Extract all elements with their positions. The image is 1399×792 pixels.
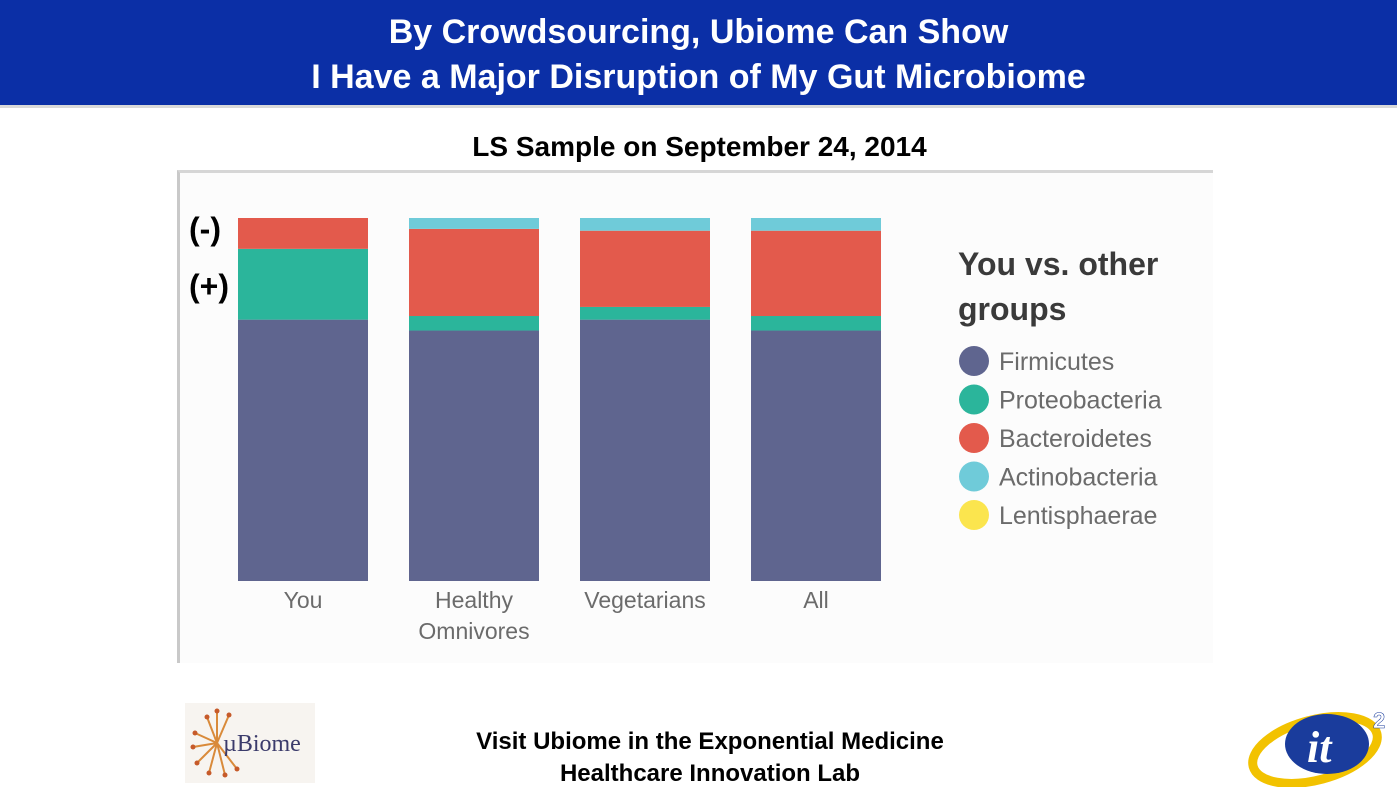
bar-segment-vegetarians-proteobacteria xyxy=(580,306,710,320)
bar-segment-all-proteobacteria xyxy=(751,316,881,331)
bar-segment-healthy-omnivores-bacteroidetes xyxy=(409,228,539,317)
bar-segment-you-proteobacteria xyxy=(238,248,368,320)
bar-segment-all-firmicutes xyxy=(751,330,881,581)
it2-logo: it 2 xyxy=(1245,700,1399,788)
bar-segment-all-bacteroidetes xyxy=(751,230,881,317)
plus-annotation: (+) xyxy=(189,268,229,304)
legend-swatch-bacteroidetes xyxy=(959,423,989,453)
bar-segment-vegetarians-firmicutes xyxy=(580,319,710,581)
legend-label-lentisphaerae: Lentisphaerae xyxy=(999,502,1157,530)
x-tick-label-healthy-omnivores: Healthy Omnivores xyxy=(418,587,529,644)
legend-swatch-proteobacteria xyxy=(959,384,989,415)
footer-line1: Visit Ubiome in the Exponential Medicine xyxy=(476,728,944,755)
minus-annotation: (-) xyxy=(189,211,221,247)
bar-segment-vegetarians-bacteroidetes xyxy=(580,230,710,307)
legend-label-firmicutes: Firmicutes xyxy=(999,348,1114,376)
bar-segment-healthy-omnivores-actinobacteria xyxy=(409,218,539,229)
bar-segment-all-actinobacteria xyxy=(751,218,881,231)
chart-subtitle: LS Sample on September 24, 2014 xyxy=(472,131,927,162)
bar-segment-healthy-omnivores-firmicutes xyxy=(409,330,539,581)
it2-logo-superscript: 2 xyxy=(1373,708,1385,733)
legend-swatch-firmicutes xyxy=(959,346,989,376)
slide-header: By Crowdsourcing, Ubiome Can Show I Have… xyxy=(0,0,1397,108)
bar-segment-vegetarians-actinobacteria xyxy=(580,218,710,231)
bar-segment-healthy-omnivores-proteobacteria xyxy=(409,316,539,331)
bar-segment-you-firmicutes xyxy=(238,319,368,581)
legend-title: You vs. other groups xyxy=(958,246,1158,327)
ubiome-logo-text: µBiome xyxy=(223,731,301,757)
x-tick-label-vegetarians: Vegetarians xyxy=(584,587,705,613)
legend-swatch-actinobacteria xyxy=(959,461,989,492)
legend-label-proteobacteria: Proteobacteria xyxy=(999,387,1162,415)
it2-logo-text: it xyxy=(1307,723,1333,772)
bar-segment-you-bacteroidetes xyxy=(238,218,368,249)
ubiome-sunburst-icon xyxy=(192,711,238,776)
legend-label-actinobacteria: Actinobacteria xyxy=(999,464,1158,492)
slide-title-line2: I Have a Major Disruption of My Gut Micr… xyxy=(311,58,1086,96)
chart-panel: You Healthy Omnivores Vegetarians All You vs.… xyxy=(177,170,1213,663)
slide-title-line1: By Crowdsourcing, Ubiome Can Show xyxy=(388,13,1009,51)
footer-line2: Healthcare Innovation Lab xyxy=(559,760,861,787)
ubiome-logo: µBiome xyxy=(185,703,315,783)
x-tick-label-you: You xyxy=(284,587,323,613)
stacked-bar-chart: You Healthy Omnivores Vegetarians All You vs.… xyxy=(238,218,1162,644)
legend-label-bacteroidetes: Bacteroidetes xyxy=(999,425,1152,453)
x-tick-label-all: All xyxy=(803,587,829,613)
legend-swatch-lentisphaerae xyxy=(959,500,989,530)
footer-text: Visit Ubiome in the Exponential Medicine… xyxy=(400,726,1020,790)
